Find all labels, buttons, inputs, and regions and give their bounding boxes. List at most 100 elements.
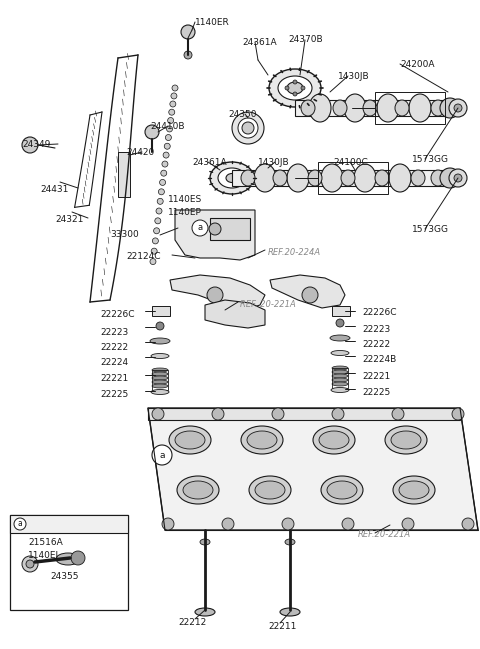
Ellipse shape [287,82,303,94]
Text: 24370B: 24370B [288,35,323,44]
Text: 22225: 22225 [362,388,390,397]
Circle shape [293,92,297,96]
Ellipse shape [333,100,347,116]
Circle shape [158,189,164,195]
Text: REF.20-224A: REF.20-224A [268,248,321,257]
Text: 22224B: 22224B [362,355,396,364]
Circle shape [163,152,169,158]
Polygon shape [148,408,478,530]
Text: a: a [18,519,23,528]
Ellipse shape [151,389,169,395]
Circle shape [161,170,167,176]
Circle shape [212,408,224,420]
Ellipse shape [385,426,427,454]
Circle shape [172,85,178,91]
Circle shape [209,223,221,235]
Ellipse shape [255,481,285,499]
Ellipse shape [152,380,168,384]
Ellipse shape [238,118,258,138]
Text: 24200A: 24200A [400,60,434,69]
Bar [118,152,130,197]
Circle shape [171,93,177,99]
Text: 22226C: 22226C [100,310,134,319]
Circle shape [26,560,34,568]
Text: 1430JB: 1430JB [258,158,289,167]
Circle shape [293,80,297,84]
Bar [232,170,455,186]
Circle shape [155,218,161,224]
Text: 22211: 22211 [268,622,296,631]
Ellipse shape [249,476,291,504]
Bar [152,306,170,316]
Circle shape [192,220,208,236]
Circle shape [150,258,156,265]
Circle shape [454,174,462,182]
Text: a: a [159,450,165,459]
Circle shape [157,199,163,204]
Text: REF.20-221A: REF.20-221A [358,530,411,539]
Ellipse shape [332,378,348,382]
Ellipse shape [226,173,238,182]
Ellipse shape [56,553,80,565]
Circle shape [440,98,460,118]
Circle shape [164,143,170,149]
Circle shape [242,122,254,134]
Ellipse shape [330,335,350,341]
Circle shape [151,248,157,254]
Circle shape [336,319,344,327]
Ellipse shape [269,69,321,107]
Ellipse shape [278,76,312,100]
Circle shape [332,408,344,420]
Bar [332,368,348,388]
Ellipse shape [313,426,355,454]
Ellipse shape [183,481,213,499]
Circle shape [162,518,174,530]
Ellipse shape [210,162,254,194]
Ellipse shape [254,164,276,192]
Text: 24321: 24321 [55,215,84,224]
Ellipse shape [241,170,255,186]
Text: 24349: 24349 [22,140,50,149]
Polygon shape [148,408,460,420]
Circle shape [170,101,176,107]
Text: 24361A: 24361A [192,158,227,167]
Ellipse shape [152,368,168,372]
Ellipse shape [321,476,363,504]
Text: 22223: 22223 [362,325,390,334]
Text: 24350: 24350 [228,110,256,119]
Circle shape [156,208,162,214]
Ellipse shape [218,168,246,188]
Ellipse shape [195,608,215,616]
Text: 22225: 22225 [100,390,128,399]
Ellipse shape [332,382,348,386]
Ellipse shape [411,170,425,186]
Ellipse shape [152,372,168,376]
Text: 1430JB: 1430JB [338,72,370,81]
Ellipse shape [375,170,389,186]
Ellipse shape [152,376,168,380]
Text: 1140ES: 1140ES [168,195,202,204]
Ellipse shape [332,366,348,370]
Circle shape [169,109,175,115]
Ellipse shape [332,374,348,378]
Text: 24410B: 24410B [150,122,184,131]
Text: 22124C: 22124C [126,252,160,261]
Text: 33300: 33300 [110,230,139,239]
Circle shape [184,51,192,59]
Circle shape [22,556,38,572]
Ellipse shape [354,164,376,192]
Ellipse shape [177,476,219,504]
Text: 1140EJ: 1140EJ [28,551,59,560]
Circle shape [167,126,172,132]
Circle shape [207,287,223,303]
Ellipse shape [409,94,431,122]
Circle shape [156,322,164,330]
Circle shape [449,99,467,117]
Circle shape [301,86,305,90]
Bar [295,100,455,116]
Circle shape [14,518,26,530]
Ellipse shape [280,608,300,616]
Circle shape [302,287,318,303]
Circle shape [342,518,354,530]
Ellipse shape [151,354,169,358]
